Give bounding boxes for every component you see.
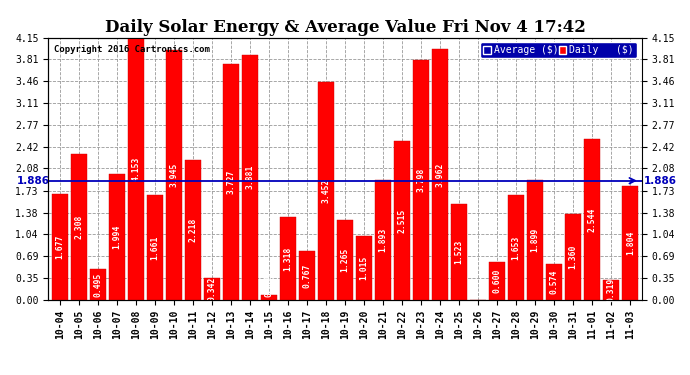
Text: 1.677: 1.677 <box>55 235 64 259</box>
Text: 3.881: 3.881 <box>246 165 255 189</box>
Bar <box>622 186 638 300</box>
Text: Copyright 2016 Cartronics.com: Copyright 2016 Cartronics.com <box>55 45 210 54</box>
Bar <box>451 204 467 300</box>
Text: 1.661: 1.661 <box>150 235 159 260</box>
Title: Daily Solar Energy & Average Value Fri Nov 4 17:42: Daily Solar Energy & Average Value Fri N… <box>105 19 585 36</box>
Text: 0.600: 0.600 <box>493 269 502 293</box>
Bar <box>565 214 581 300</box>
Text: 0.342: 0.342 <box>208 277 217 302</box>
Bar <box>90 269 106 300</box>
Bar <box>584 139 600 300</box>
Bar <box>70 154 87 300</box>
Bar <box>109 174 125 300</box>
Bar <box>546 264 562 300</box>
Text: 1.994: 1.994 <box>112 225 121 249</box>
Bar <box>337 220 353 300</box>
Text: 2.308: 2.308 <box>75 215 83 239</box>
Bar <box>166 51 182 300</box>
Text: 1.265: 1.265 <box>340 248 350 272</box>
Text: 3.798: 3.798 <box>417 168 426 192</box>
Bar <box>128 37 144 300</box>
Text: 1.886: 1.886 <box>17 176 50 186</box>
Bar <box>299 252 315 300</box>
Bar <box>261 295 277 300</box>
Text: 1.523: 1.523 <box>455 240 464 264</box>
Text: 1.015: 1.015 <box>359 256 368 280</box>
Bar <box>489 262 505 300</box>
Text: 2.515: 2.515 <box>397 208 406 232</box>
Text: 0.574: 0.574 <box>550 270 559 294</box>
Text: 3.727: 3.727 <box>226 170 235 194</box>
Bar <box>413 60 429 300</box>
Text: 0.767: 0.767 <box>302 264 311 288</box>
Bar <box>375 180 391 300</box>
Text: 0.319: 0.319 <box>607 278 615 302</box>
Text: 1.804: 1.804 <box>626 231 635 255</box>
Bar <box>527 180 543 300</box>
Text: 4.153: 4.153 <box>131 156 140 181</box>
Text: 1.653: 1.653 <box>512 236 521 260</box>
Bar <box>223 64 239 300</box>
Text: 1.360: 1.360 <box>569 245 578 269</box>
Legend: Average ($), Daily   ($): Average ($), Daily ($) <box>480 42 637 58</box>
Bar <box>318 82 334 300</box>
Bar <box>603 280 620 300</box>
Bar <box>432 50 448 300</box>
Bar <box>185 160 201 300</box>
Text: 1.893: 1.893 <box>379 228 388 252</box>
Bar <box>280 217 296 300</box>
Text: 0.085: 0.085 <box>264 273 273 297</box>
Bar <box>204 278 220 300</box>
Bar <box>394 141 410 300</box>
Bar <box>52 194 68 300</box>
Text: 1.318: 1.318 <box>284 246 293 270</box>
Text: 2.544: 2.544 <box>588 207 597 232</box>
Text: 3.945: 3.945 <box>169 163 178 188</box>
Bar <box>147 195 163 300</box>
Text: 1.886: 1.886 <box>644 176 677 186</box>
Text: 1.899: 1.899 <box>531 228 540 252</box>
Bar <box>508 195 524 300</box>
Text: 3.962: 3.962 <box>435 162 444 187</box>
Text: 2.218: 2.218 <box>188 217 197 242</box>
Text: 0.495: 0.495 <box>93 272 102 297</box>
Bar <box>241 54 258 300</box>
Text: 3.452: 3.452 <box>322 178 331 203</box>
Bar <box>356 236 372 300</box>
